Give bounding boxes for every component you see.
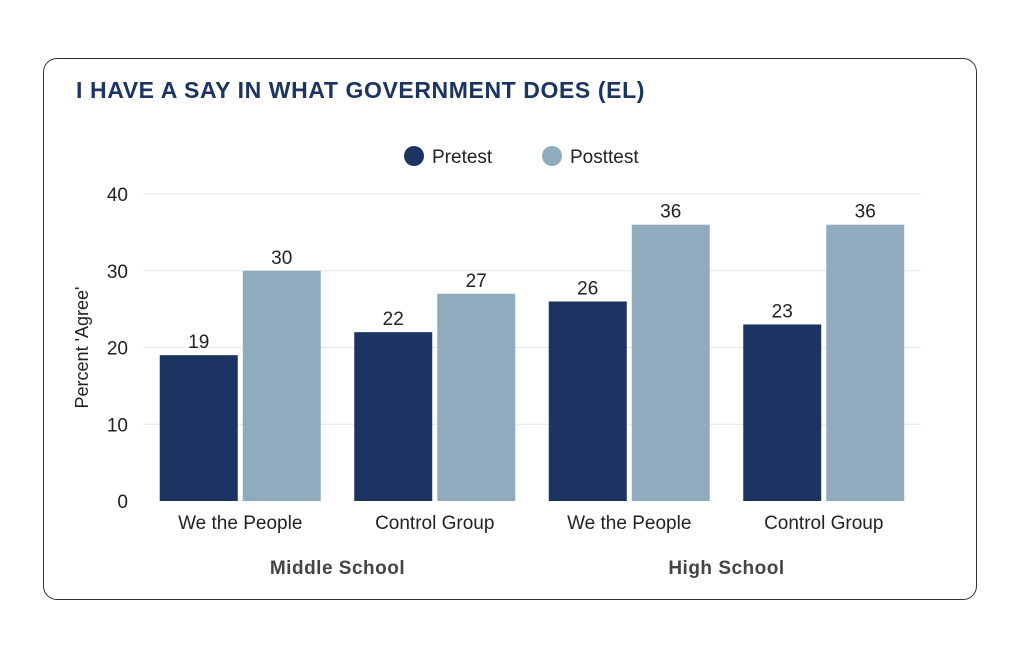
legend-label: Pretest — [432, 147, 493, 168]
y-tick-label: 40 — [107, 185, 128, 206]
x-category-label: We the People — [567, 513, 691, 534]
y-tick-label: 30 — [107, 262, 128, 283]
bar-posttest — [631, 224, 710, 501]
y-tick-label: 20 — [107, 339, 128, 360]
bar-posttest — [437, 293, 516, 501]
bar-pretest — [743, 324, 822, 501]
data-label: 19 — [188, 332, 209, 353]
y-tick-label: 0 — [117, 492, 128, 513]
group-label: High School — [668, 558, 784, 579]
data-label: 22 — [383, 309, 404, 330]
legend-marker-posttest — [542, 146, 562, 166]
group-label: Middle School — [270, 558, 405, 579]
y-axis-title: Percent 'Agree' — [72, 287, 92, 409]
bar-pretest — [548, 301, 627, 501]
legend-label: Posttest — [570, 147, 639, 168]
data-label: 36 — [855, 202, 876, 223]
data-label: 23 — [772, 301, 793, 322]
data-label: 26 — [577, 278, 598, 299]
x-category-label: Control Group — [375, 513, 494, 534]
legend-marker-pretest — [404, 146, 424, 166]
data-label: 27 — [466, 271, 487, 292]
x-category-label: Control Group — [764, 513, 883, 534]
y-tick-label: 10 — [107, 415, 128, 436]
x-category-label: We the People — [178, 513, 302, 534]
chart-title: I HAVE A SAY IN WHAT GOVERNMENT DOES (EL… — [76, 77, 645, 103]
bar-pretest — [354, 332, 433, 501]
bar-posttest — [826, 224, 905, 501]
data-label: 30 — [271, 248, 292, 269]
bar-posttest — [242, 270, 321, 501]
bar-pretest — [159, 355, 238, 501]
data-label: 36 — [660, 202, 681, 223]
